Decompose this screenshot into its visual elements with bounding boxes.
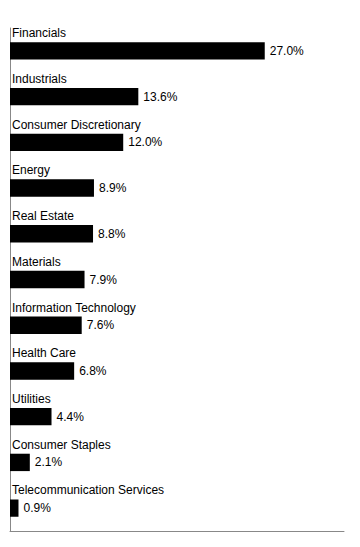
- svg-text:Utilities: Utilities: [12, 392, 51, 406]
- svg-text:Energy: Energy: [12, 163, 50, 177]
- svg-text:27.0%: 27.0%: [270, 44, 304, 58]
- svg-text:2.1%: 2.1%: [35, 455, 63, 469]
- svg-text:13.6%: 13.6%: [143, 90, 177, 104]
- svg-text:Information Technology: Information Technology: [12, 301, 136, 315]
- svg-text:0.9%: 0.9%: [23, 501, 51, 515]
- svg-text:6.8%: 6.8%: [79, 364, 107, 378]
- svg-text:Real Estate: Real Estate: [12, 209, 74, 223]
- svg-text:Financials: Financials: [12, 26, 66, 40]
- svg-text:Consumer Staples: Consumer Staples: [12, 438, 111, 452]
- svg-text:Materials: Materials: [12, 255, 61, 269]
- svg-text:7.9%: 7.9%: [90, 273, 118, 287]
- svg-text:Industrials: Industrials: [12, 72, 67, 86]
- svg-text:8.8%: 8.8%: [98, 227, 126, 241]
- svg-text:4.4%: 4.4%: [57, 410, 85, 424]
- svg-text:8.9%: 8.9%: [99, 181, 127, 195]
- svg-text:Telecommunication Services: Telecommunication Services: [12, 483, 164, 497]
- svg-text:7.6%: 7.6%: [87, 318, 115, 332]
- svg-text:12.0%: 12.0%: [128, 135, 162, 149]
- svg-text:Health Care: Health Care: [12, 346, 76, 360]
- svg-text:Consumer Discretionary: Consumer Discretionary: [12, 118, 141, 132]
